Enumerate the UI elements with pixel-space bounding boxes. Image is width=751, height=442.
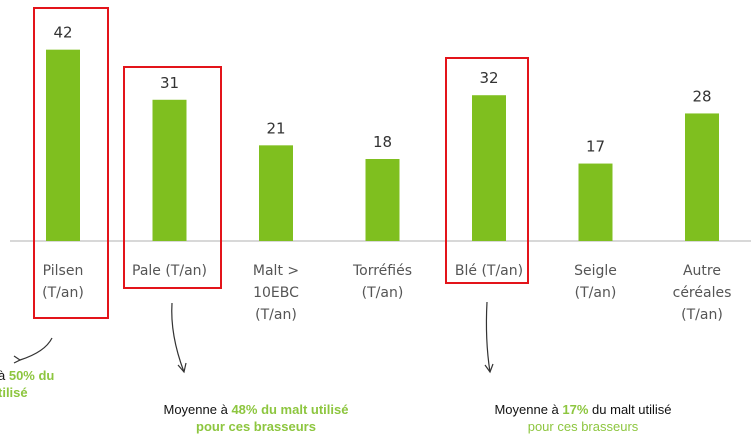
annotation: tilisé: [0, 385, 28, 400]
annotation-part: 48% du malt utilisé: [231, 402, 348, 417]
annotation-part: tilisé: [0, 385, 28, 400]
highlight-box: [123, 66, 222, 289]
annotation: Moyenne à 17% du malt utilisé: [494, 402, 671, 417]
annotation: à 50% du: [0, 368, 54, 383]
annotation: pour ces brasseurs: [196, 419, 316, 434]
bar: [46, 49, 80, 241]
arrow-head: [177, 362, 187, 374]
x-tick-label: (T/an): [681, 307, 723, 323]
value-label: 17: [586, 138, 605, 156]
x-tick-label: Torréfiés: [352, 263, 412, 279]
annotation-part: Moyenne à: [164, 402, 232, 417]
x-tick-label: céréales: [673, 285, 732, 301]
bar: [472, 95, 506, 241]
arrow: [171, 302, 185, 373]
x-tick-label: 10EBC: [253, 285, 299, 301]
x-tick-label: Pale (T/an): [132, 263, 207, 279]
arrow: [485, 301, 491, 373]
bar: [365, 159, 400, 241]
annotation: pour ces brasseurs: [528, 419, 639, 434]
annotation-part: Moyenne à: [494, 402, 562, 417]
x-tick-label: Pilsen: [43, 263, 84, 279]
value-label: 42: [53, 24, 72, 42]
bar: [152, 99, 187, 242]
x-tick-label: Blé (T/an): [455, 263, 523, 279]
arrow: [19, 337, 53, 361]
highlight-box: [445, 57, 529, 284]
annotation-part: pour ces brasseurs: [528, 419, 639, 434]
value-label: 21: [266, 119, 285, 137]
x-tick-label: Autre: [683, 263, 721, 279]
x-tick-label: (T/an): [575, 285, 617, 301]
bar: [685, 113, 719, 241]
value-label: 18: [373, 133, 392, 151]
value-label: 28: [692, 87, 711, 105]
x-tick-label: Seigle: [574, 263, 617, 279]
arrow-head: [13, 355, 22, 364]
annotation-part: 17%: [562, 402, 588, 417]
annotation: Moyenne à 48% du malt utilisé: [164, 402, 349, 417]
x-tick-label: (T/an): [255, 307, 297, 323]
value-label: 31: [160, 74, 179, 92]
bar: [259, 145, 293, 241]
x-tick-label: Malt >: [253, 263, 299, 279]
bar: [578, 163, 613, 241]
arrow-head: [484, 363, 494, 374]
annotation-part: 50% du: [9, 368, 55, 383]
value-label: 32: [479, 69, 498, 87]
x-tick-label: (T/an): [362, 285, 404, 301]
annotation-part: à: [0, 368, 9, 383]
annotation-part: pour ces brasseurs: [196, 419, 316, 434]
annotation-part: du malt utilisé: [588, 402, 671, 417]
x-tick-label: (T/an): [42, 285, 84, 301]
highlight-box: [33, 7, 109, 319]
